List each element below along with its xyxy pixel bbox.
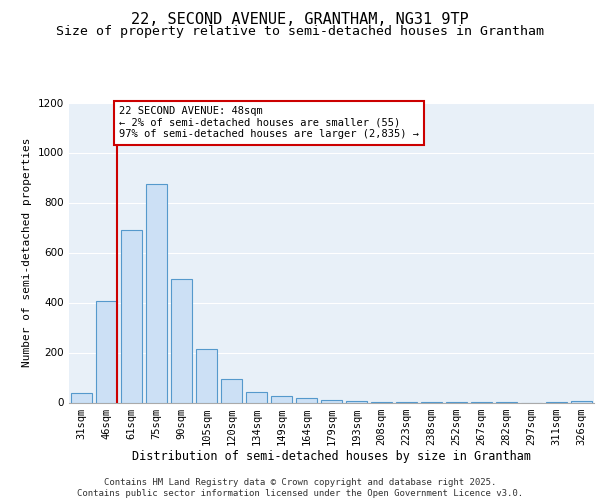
Bar xyxy=(221,379,242,402)
Bar xyxy=(296,398,317,402)
Bar xyxy=(246,392,267,402)
Bar xyxy=(171,279,192,402)
Bar xyxy=(346,401,367,402)
Text: Contains HM Land Registry data © Crown copyright and database right 2025.
Contai: Contains HM Land Registry data © Crown c… xyxy=(77,478,523,498)
Bar xyxy=(71,392,92,402)
Bar xyxy=(96,301,117,402)
Bar xyxy=(196,349,217,403)
Text: Size of property relative to semi-detached houses in Grantham: Size of property relative to semi-detach… xyxy=(56,25,544,38)
Bar xyxy=(321,400,342,402)
Text: 22 SECOND AVENUE: 48sqm
← 2% of semi-detached houses are smaller (55)
97% of sem: 22 SECOND AVENUE: 48sqm ← 2% of semi-det… xyxy=(119,106,419,140)
Text: 22, SECOND AVENUE, GRANTHAM, NG31 9TP: 22, SECOND AVENUE, GRANTHAM, NG31 9TP xyxy=(131,12,469,28)
Y-axis label: Number of semi-detached properties: Number of semi-detached properties xyxy=(22,138,32,367)
X-axis label: Distribution of semi-detached houses by size in Grantham: Distribution of semi-detached houses by … xyxy=(132,450,531,464)
Bar xyxy=(121,230,142,402)
Bar xyxy=(571,400,592,402)
Bar xyxy=(271,396,292,402)
Bar xyxy=(146,184,167,402)
